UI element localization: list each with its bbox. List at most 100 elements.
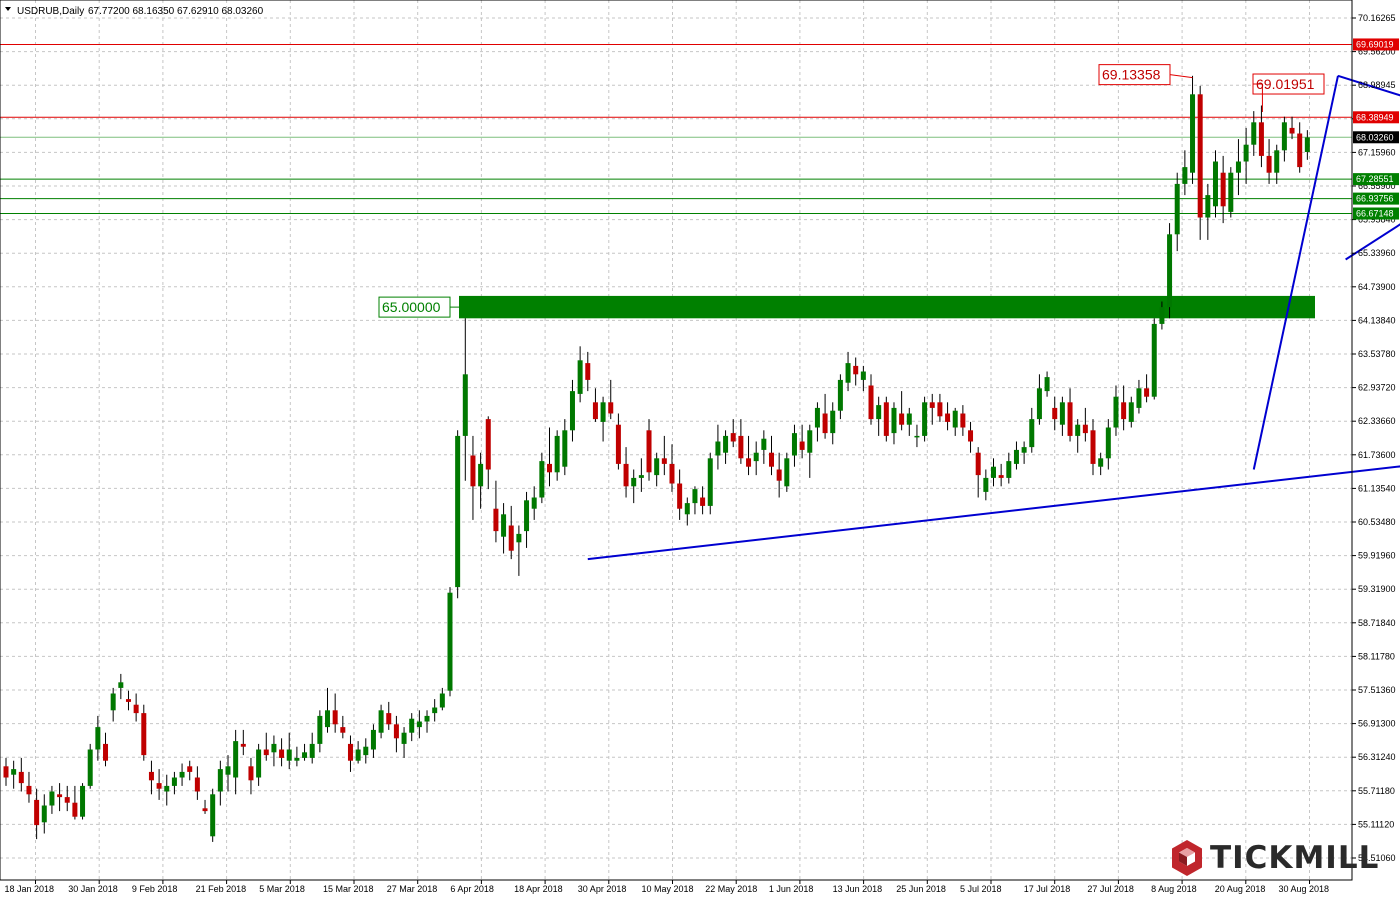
candle-body (638, 475, 644, 478)
candle-body (929, 402, 935, 408)
y-tick-label: 64.73900 (1358, 282, 1396, 292)
candle-body (547, 463, 553, 473)
candle-body (661, 458, 667, 464)
candle-body (302, 752, 308, 758)
candle-body (799, 441, 805, 450)
candle-body (1190, 94, 1196, 173)
price-annotations: 65.00000 69.13358 69.01951 (378, 64, 1325, 318)
candle-body (118, 682, 124, 688)
candle-body (1036, 388, 1042, 420)
candle-body (562, 430, 568, 467)
x-tick-label: 17 Jul 2018 (1024, 884, 1071, 894)
x-tick-label: 30 Aug 2018 (1279, 884, 1330, 894)
candle-body (1205, 195, 1211, 218)
level-label: 66.93756 (1356, 194, 1394, 204)
candle-body (57, 794, 63, 798)
candle-body (1059, 402, 1065, 425)
candle-body (1281, 122, 1287, 151)
candle-body (49, 791, 55, 806)
x-tick-label: 8 Aug 2018 (1151, 884, 1197, 894)
candle-body (1105, 427, 1111, 459)
candle-body (332, 710, 338, 725)
candle-body (103, 743, 109, 761)
candle-body (1075, 424, 1081, 436)
candle-body (133, 704, 139, 714)
candle-body (876, 405, 882, 420)
y-tick-label: 67.15960 (1358, 147, 1396, 157)
x-tick-label: 27 Mar 2018 (387, 884, 438, 894)
x-tick-label: 6 Apr 2018 (450, 884, 494, 894)
level-label-box (1353, 38, 1399, 51)
candle-body (990, 466, 996, 478)
candle-body (508, 525, 514, 551)
candle-body (1121, 402, 1127, 420)
zone-label: 65.00000 (382, 299, 441, 315)
chart-symbol: USDRUB,Daily (17, 6, 84, 17)
candle-body (164, 785, 170, 792)
x-tick-label: 13 Jun 2018 (833, 884, 883, 894)
y-tick-label: 61.73600 (1358, 450, 1396, 460)
candle-body (18, 771, 24, 784)
candle-body (26, 785, 32, 795)
candle-body (684, 503, 690, 515)
candle-body (914, 435, 920, 438)
x-tick-label: 27 Jul 2018 (1087, 884, 1134, 894)
candle-body (1174, 183, 1180, 235)
candle-body (1167, 234, 1173, 308)
x-tick-label: 15 Mar 2018 (323, 884, 374, 894)
candle-body (148, 771, 154, 781)
y-tick-label: 56.91300 (1358, 719, 1396, 729)
x-tick-label: 10 May 2018 (642, 884, 694, 894)
candle-body (279, 749, 285, 758)
candle-body (1274, 150, 1280, 173)
candle-body (1144, 388, 1150, 397)
x-tick-label: 30 Apr 2018 (578, 884, 627, 894)
trendline (1337, 74, 1400, 97)
candle-body (125, 699, 131, 702)
candle-body (386, 713, 392, 725)
x-tick-label: 18 Jan 2018 (5, 884, 55, 894)
candle-body (439, 693, 445, 708)
x-tick-label: 1 Jun 2018 (769, 884, 814, 894)
candle-body (822, 413, 828, 434)
candle-body (34, 799, 40, 826)
candle-body (1235, 161, 1241, 173)
y-tick-label: 58.71840 (1358, 618, 1396, 628)
candle-body (72, 802, 78, 817)
candle-body (248, 766, 254, 781)
candle-body (355, 749, 361, 761)
candle-body (1228, 172, 1234, 212)
candle-body (577, 360, 583, 394)
candle-body (1266, 155, 1272, 173)
candle-body (286, 749, 292, 761)
candle-body (1006, 461, 1012, 478)
candle-body (524, 500, 530, 532)
candle-body (263, 749, 269, 756)
level-label: 67.28551 (1356, 174, 1394, 184)
y-tick-label: 64.13840 (1358, 315, 1396, 325)
candle-body (1182, 167, 1188, 184)
candle-body (723, 435, 729, 453)
candle-body (501, 514, 507, 537)
candle-body (998, 475, 1004, 478)
candle-body (669, 463, 675, 484)
x-tick-label: 22 May 2018 (705, 884, 757, 894)
candle-body (416, 721, 422, 728)
candle-body (1258, 122, 1264, 156)
y-tick-label: 56.31240 (1358, 752, 1396, 762)
y-tick-label: 54.51060 (1358, 853, 1396, 863)
y-tick-label: 62.33660 (1358, 416, 1396, 426)
candle-body (1220, 172, 1226, 207)
dropdown-triangle-icon[interactable] (5, 7, 11, 11)
candle-body (1212, 161, 1218, 207)
candle-body (80, 785, 86, 817)
candle-body (317, 715, 323, 744)
candle-body (631, 477, 637, 487)
candle-body (378, 710, 384, 733)
candle-body (707, 458, 713, 506)
candle-body (1151, 323, 1157, 397)
trendline (587, 465, 1400, 561)
candle-body (11, 769, 17, 775)
candle-body (233, 741, 239, 778)
